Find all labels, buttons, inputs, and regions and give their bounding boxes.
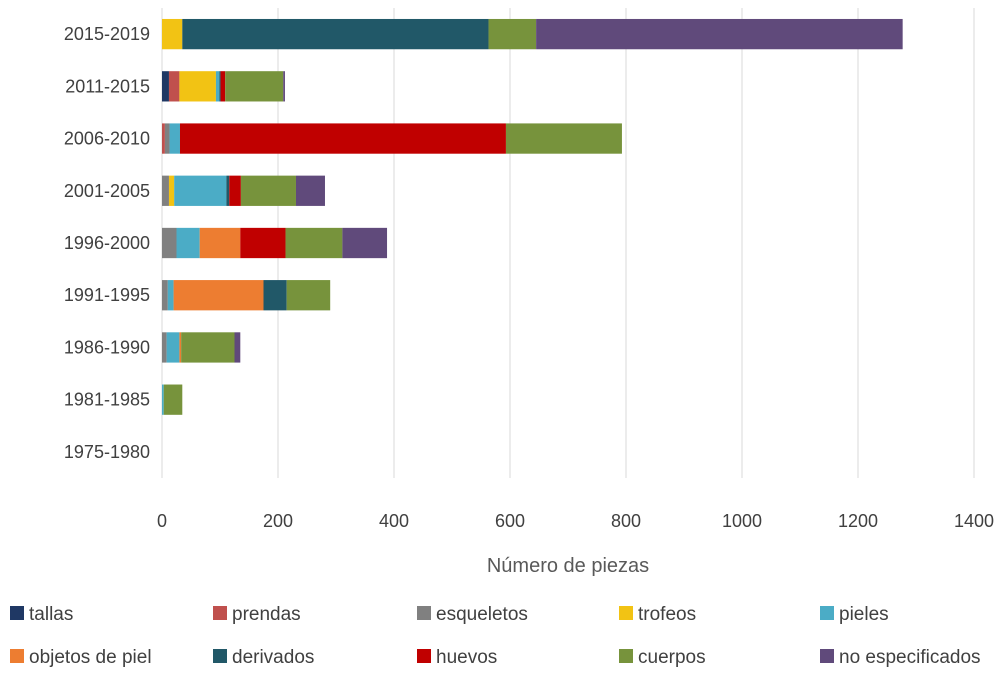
legend-swatch-trofeos [619,606,633,620]
legend-swatch-huevos [417,649,431,663]
legend-swatch-prendas [213,606,227,620]
bar-pieles-1981-1985 [162,384,164,415]
legend-swatch-no-especificados [820,649,834,663]
legend-label-tallas: tallas [29,604,73,625]
bar-esqueletos-2006-2010 [164,123,170,154]
bar-esqueletos-1991-1995 [162,280,168,311]
x-tick-label: 1000 [722,511,762,531]
x-tick-label: 0 [157,511,167,531]
bar-prendas-2011-2015 [168,71,180,102]
legend-swatch-cuerpos [619,649,633,663]
bar-esqueletos-2001-2005 [162,175,169,206]
bar-huevos-2001-2005 [229,175,241,206]
x-tick-label: 200 [263,511,293,531]
y-tick-label: 1991-1995 [64,285,150,305]
bar-prendas-2006-2010 [162,123,165,154]
bar-derivados-1991-1995 [263,280,287,311]
bar-no-especificados-1986-1990 [234,332,241,363]
y-tick-label: 2001-2005 [64,181,150,201]
x-tick-label: 400 [379,511,409,531]
bar-pieles-1986-1990 [166,332,180,363]
bar-cuerpos-2011-2015 [225,71,284,102]
bar-huevos-1996-2000 [240,227,286,259]
legend-label-no-especificados: no especificados [839,647,981,668]
legend-label-objetos-de-piel: objetos de piel [29,647,152,668]
axes: 0 200 400 600 800 1000 1200 1400 2015-2019 2011-2… [64,24,994,531]
x-tick-label: 1400 [954,511,994,531]
legend-label-cuerpos: cuerpos [638,647,706,668]
bar-cuerpos-1986-1990 [181,332,235,363]
y-tick-label: 2011-2015 [65,76,150,96]
legend-label-trofeos: trofeos [638,604,696,625]
bar-pieles-2001-2005 [174,175,227,206]
bar-derivados-2015-2019 [182,18,489,50]
bar-no-especificados-2015-2019 [536,18,903,50]
bar-derivados-2011-2015 [219,71,221,102]
bar-huevos-2006-2010 [179,123,506,154]
bar-pieles-2006-2010 [169,123,180,154]
bar-esqueletos-1986-1990 [162,332,167,363]
bar-pieles-2011-2015 [215,71,220,102]
y-tick-label: 1986-1990 [64,337,150,357]
bar-objetos-de-piel-1991-1995 [173,280,264,311]
legend-label-prendas: prendas [232,604,301,625]
legend-label-esqueletos: esqueletos [436,604,528,625]
x-tick-label: 800 [611,511,641,531]
bar-derivados-2001-2005 [226,175,230,206]
bar-objetos-de-piel-1986-1990 [179,332,182,363]
x-tick-label: 600 [495,511,525,531]
legend-label-pieles: pieles [839,604,889,625]
y-tick-label: 1996-2000 [64,233,150,253]
bar-cuerpos-1991-1995 [286,280,331,311]
bar-pieles-1991-1995 [167,280,174,311]
bar-trofeos-2015-2019 [162,18,183,50]
x-axis-title: Número de piezas [487,555,649,577]
y-tick-label: 2006-2010 [64,129,150,149]
bar-cuerpos-2015-2019 [488,18,537,50]
bar-huevos-2011-2015 [220,71,226,102]
legend-swatch-objetos-de-piel [10,649,24,663]
y-tick-label: 1975-1980 [64,442,150,462]
legend-label-huevos: huevos [436,647,497,668]
bar-tallas-2011-2015 [162,71,169,102]
legend-swatch-pieles [820,606,834,620]
bar-no-especificados-1996-2000 [342,227,388,259]
bar-esqueletos-1996-2000 [162,227,177,259]
bar-trofeos-2011-2015 [179,71,216,102]
bar-cuerpos-2001-2005 [240,175,296,206]
x-tick-label: 1200 [838,511,878,531]
legend: tallas prendas esqueletos trofeos pieles obje… [10,604,981,668]
y-tick-label: 2015-2019 [64,24,150,44]
bar-cuerpos-1996-2000 [285,227,343,259]
bars [162,18,903,415]
legend-swatch-tallas [10,606,24,620]
legend-label-derivados: derivados [232,647,314,668]
bar-trofeos-2001-2005 [168,175,175,206]
legend-swatch-derivados [213,649,227,663]
legend-swatch-esqueletos [417,606,431,620]
bar-no-especificados-2001-2005 [295,175,325,206]
bar-cuerpos-2006-2010 [505,123,622,154]
bar-objetos-de-piel-1996-2000 [199,227,241,259]
y-tick-label: 1981-1985 [64,390,150,410]
bar-cuerpos-1981-1985 [163,384,183,415]
bar-pieles-1996-2000 [176,227,200,259]
bar-no-especificados-2011-2015 [283,71,285,102]
